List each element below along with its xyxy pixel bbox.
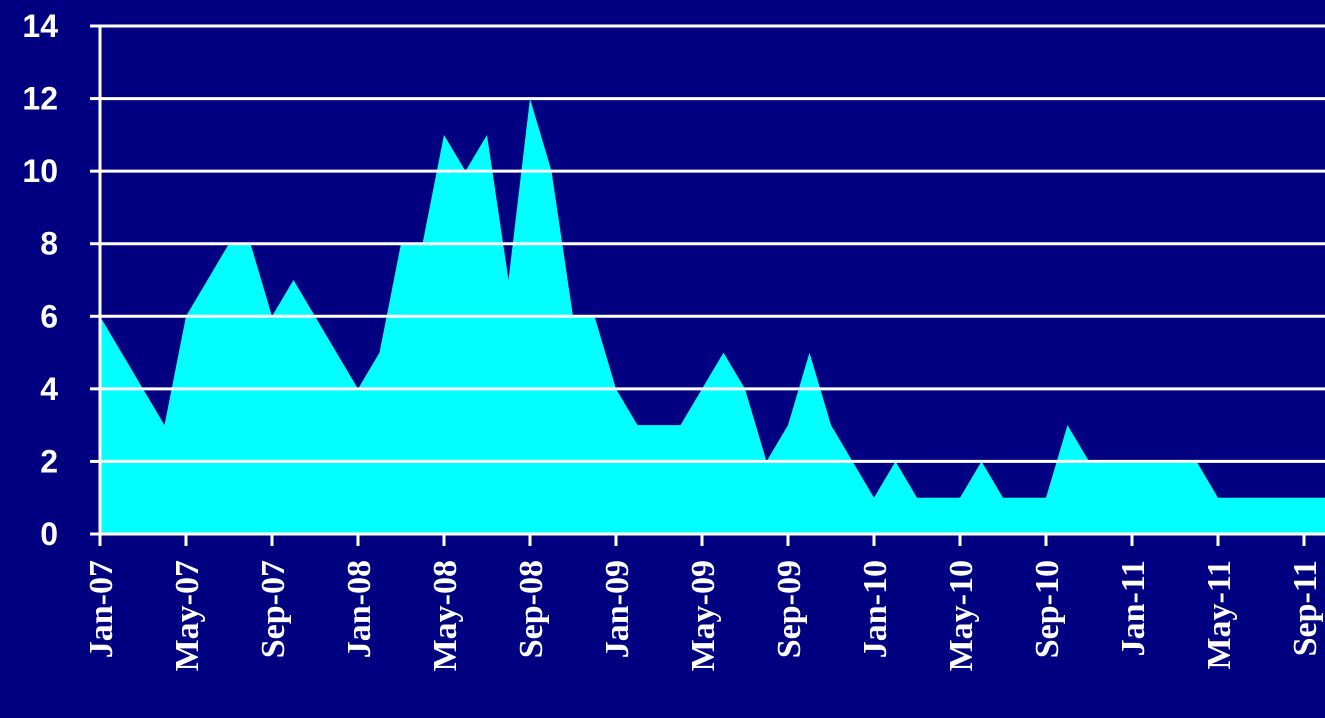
- y-tick-label: 2: [40, 443, 58, 479]
- x-tick-label: Sep-08: [513, 560, 550, 658]
- axis-layer: [90, 24, 1325, 546]
- x-tick-label: Sep-10: [1029, 560, 1066, 658]
- x-tick-label: May-08: [427, 560, 464, 671]
- x-tick-label: Jan-09: [599, 560, 636, 658]
- y-tick-label: 0: [40, 516, 58, 552]
- x-tick-label: Jan-11: [1115, 560, 1152, 656]
- x-tick-label: Sep-07: [255, 560, 292, 658]
- x-tick-label: Jan-07: [83, 560, 120, 658]
- grid-layer: [100, 24, 1325, 463]
- x-tick-label: May-11: [1201, 560, 1238, 670]
- y-tick-label: 6: [40, 298, 58, 334]
- y-tick-label: 8: [40, 226, 58, 262]
- x-tick-label: May-07: [169, 560, 206, 671]
- area-layer: [100, 98, 1325, 534]
- x-tick-labels: Jan-07 May-07 Sep-07 Jan-08 May-08 Sep-08 Jan-…: [83, 560, 1324, 671]
- y-tick-label: 12: [22, 81, 58, 117]
- y-tick-label: 14: [22, 8, 58, 44]
- x-tick-label: Jan-08: [341, 560, 378, 658]
- x-tick-label: May-10: [943, 560, 980, 671]
- series-area: [100, 98, 1325, 534]
- x-tick-label: Sep-11: [1287, 560, 1324, 656]
- x-tick-label: May-09: [685, 560, 722, 671]
- y-tick-labels: 0 2 4 6 8 10 12 14: [22, 8, 58, 552]
- x-tick-label: Jan-10: [857, 560, 894, 658]
- y-tick-label: 10: [22, 153, 58, 189]
- y-tick-label: 4: [40, 371, 58, 407]
- x-tick-label: Sep-09: [771, 560, 808, 658]
